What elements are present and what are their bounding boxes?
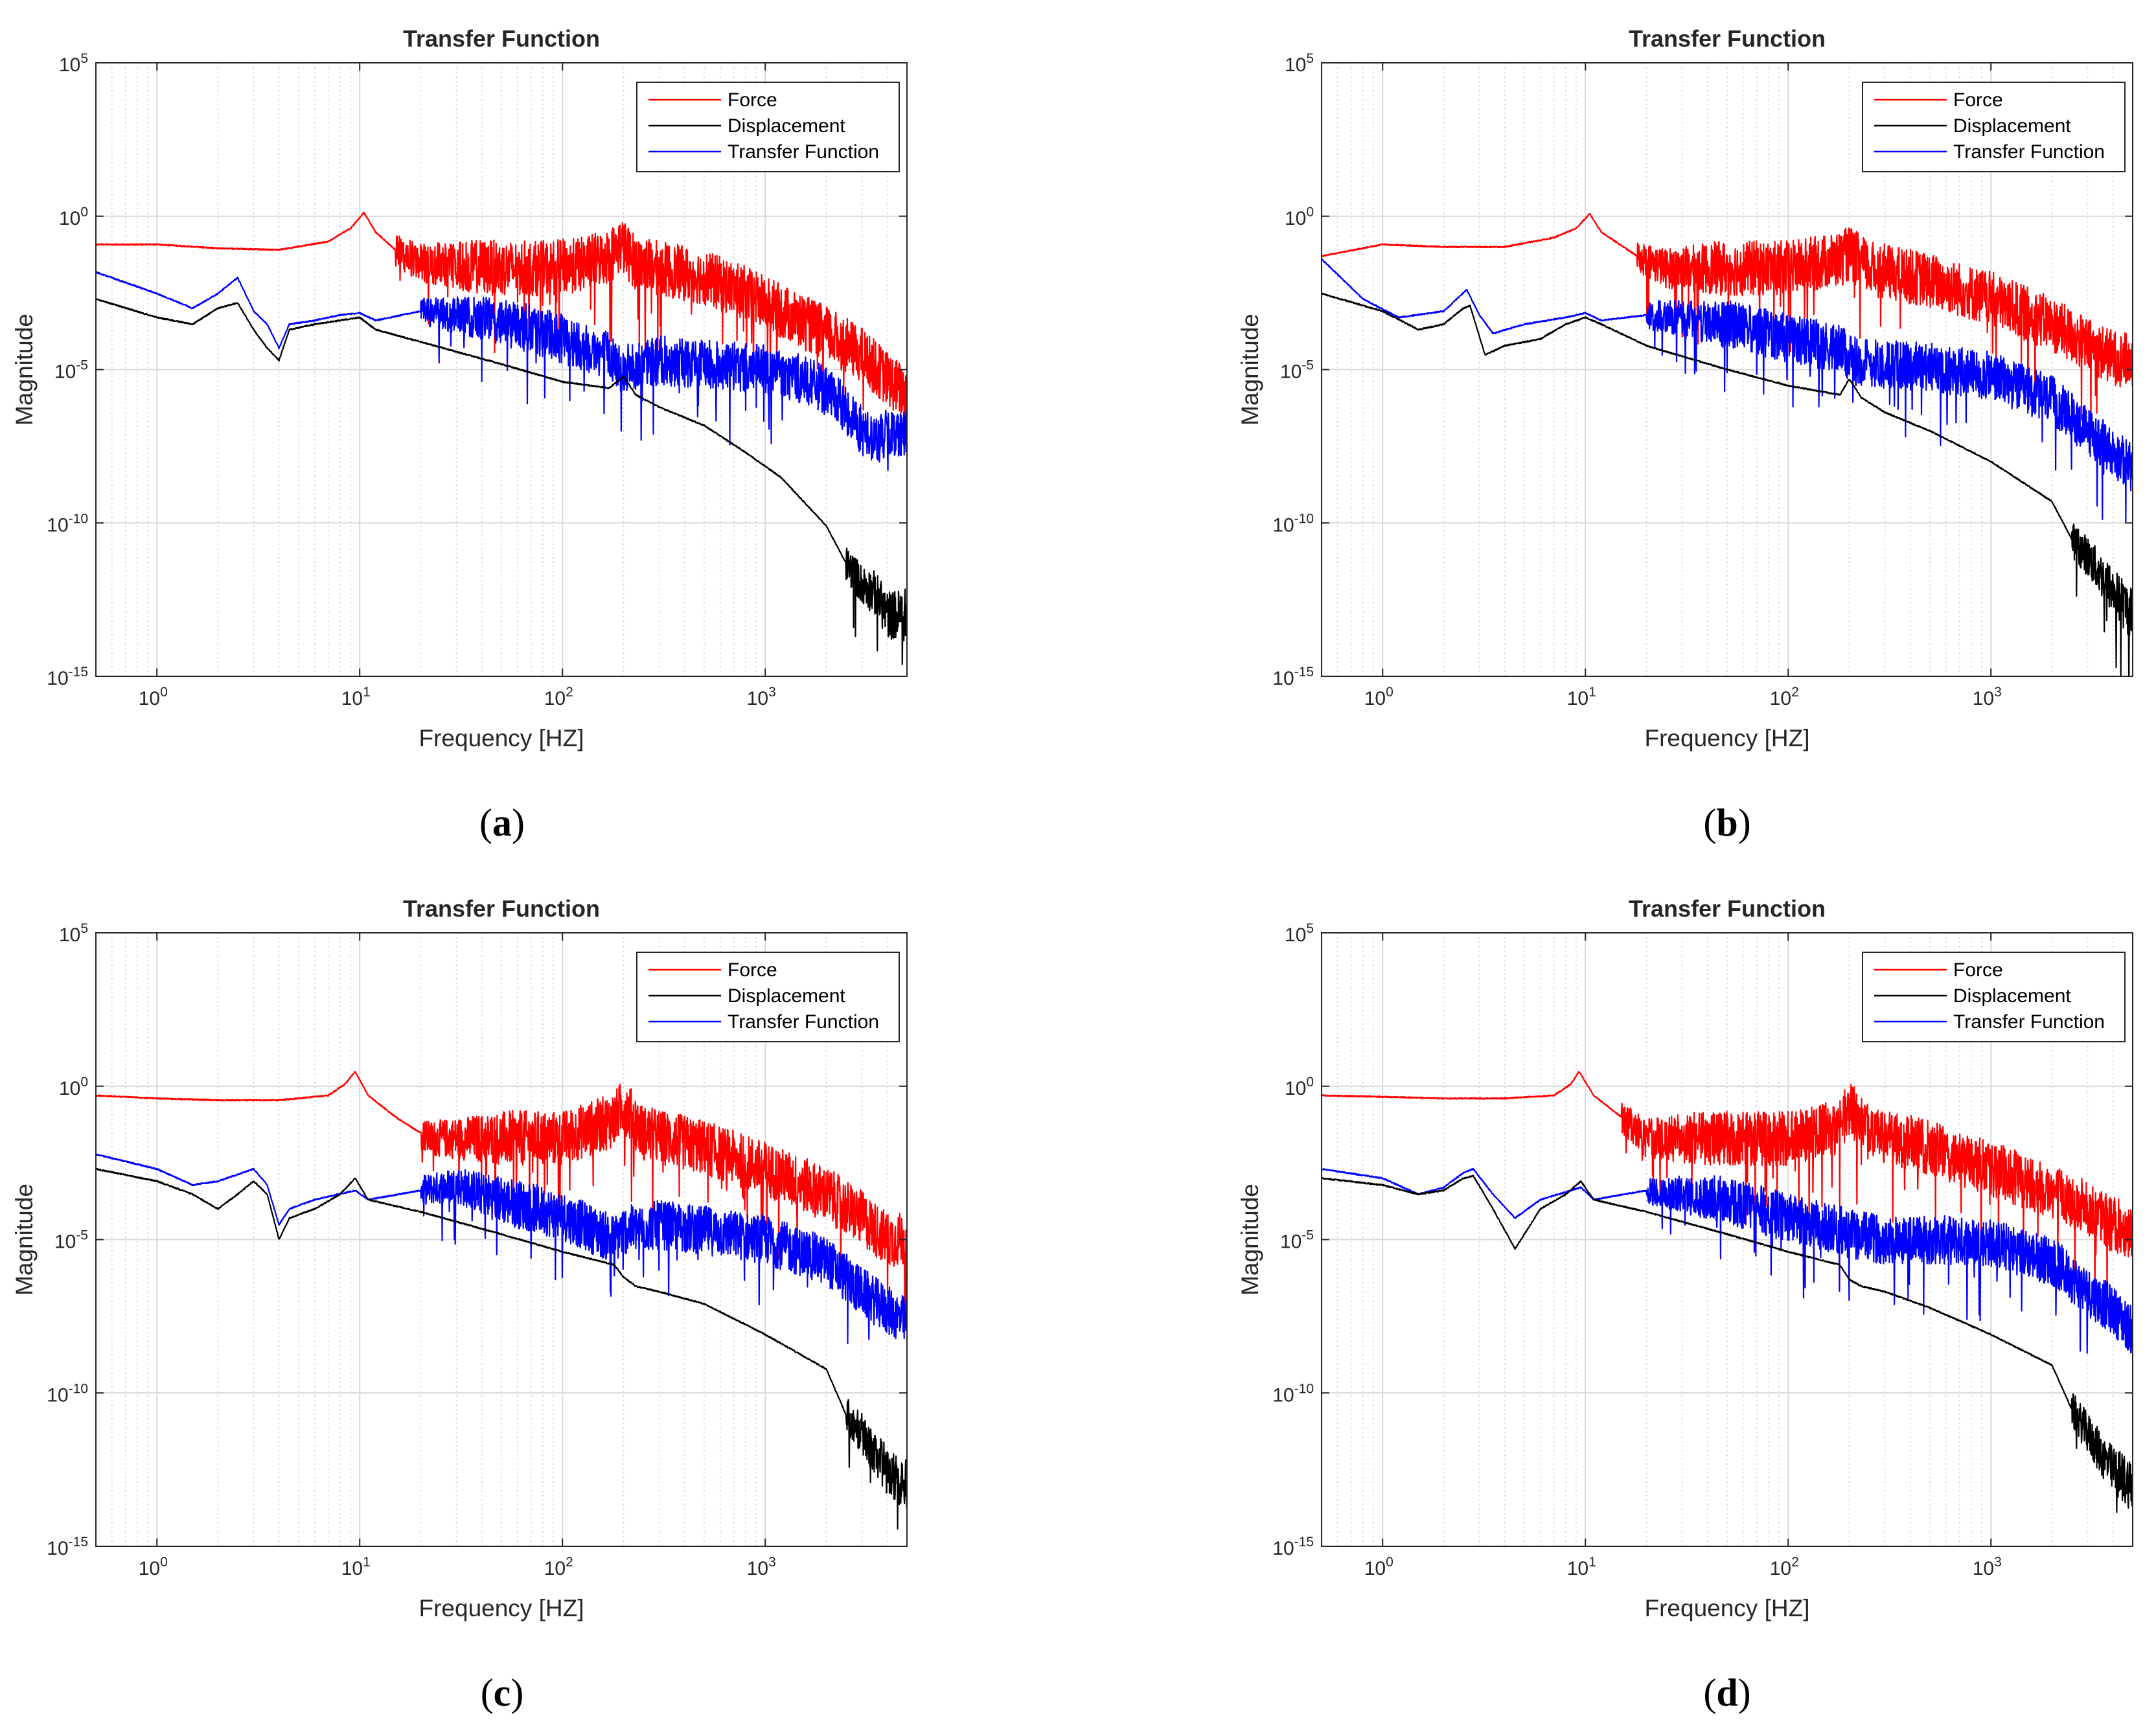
series-line-transfer-function — [1322, 258, 2133, 523]
x-axis-label: Frequency [HZ] — [419, 1595, 584, 1621]
x-tick-label: 102 — [544, 685, 573, 709]
y-tick-label: 10-15 — [47, 1535, 88, 1559]
x-tick-label: 103 — [1973, 1555, 2002, 1579]
legend-label-force: Force — [1953, 89, 2003, 111]
major-grid — [1322, 933, 2133, 1546]
y-tick-label: 10-5 — [54, 1228, 88, 1253]
y-tick-label: 10-10 — [1272, 1381, 1314, 1406]
y-tick-label: 10-5 — [54, 358, 88, 383]
x-tick-label: 101 — [341, 685, 371, 709]
legend-label-transfer-function: Transfer Function — [1953, 1011, 2105, 1033]
y-tick-label: 10-15 — [47, 665, 88, 689]
series-group — [1322, 1071, 2133, 1513]
y-tick-label: 10-10 — [1272, 511, 1314, 536]
panel-d: 100 101 102 103 105 100 10-5 10-10 10-15 Transfer… — [1237, 895, 2133, 1714]
x-axis-label: Frequency [HZ] — [419, 725, 584, 751]
legend-label-transfer-function: Transfer Function — [728, 141, 879, 163]
panel-c: 100 101 102 103 105 100 10-5 10-10 10-15 Transfer… — [11, 895, 908, 1714]
y-axis-label: Magnitude — [11, 1184, 38, 1296]
y-tick-label: 100 — [59, 205, 88, 229]
y-tick-label: 10-5 — [1280, 358, 1314, 383]
legend-label-force: Force — [728, 89, 777, 111]
panel-caption: (d) — [1703, 1671, 1750, 1714]
panel-caption: (b) — [1703, 801, 1750, 844]
series-line-displacement — [1322, 292, 2133, 676]
series-line-force — [96, 1071, 907, 1323]
x-tick-label: 102 — [544, 1555, 573, 1579]
legend-box — [1862, 952, 2126, 1042]
y-tick-label: 100 — [59, 1075, 88, 1099]
x-tick-label: 103 — [747, 685, 776, 709]
x-tick-label: 101 — [341, 1555, 371, 1579]
series-line-force — [1322, 212, 2133, 429]
series-group — [96, 1071, 907, 1530]
legend-label-displacement: Displacement — [1953, 115, 2071, 137]
legend: Force Displacement Transfer Function — [636, 82, 900, 172]
y-axis-label: Magnitude — [11, 314, 38, 426]
x-axis-label: Frequency [HZ] — [1645, 1595, 1810, 1621]
panel-caption: (c) — [481, 1671, 524, 1714]
tick-marks — [1322, 62, 2133, 677]
legend-label-transfer-function: Transfer Function — [1953, 141, 2105, 163]
y-tick-label: 10-15 — [1272, 1535, 1314, 1559]
legend-label-force: Force — [1953, 959, 2003, 981]
legend-label-displacement: Displacement — [728, 985, 845, 1007]
x-tick-label: 101 — [1567, 1555, 1596, 1579]
legend-box — [1862, 82, 2126, 172]
legend: Force Displacement Transfer Function — [1862, 82, 2126, 172]
chart-title: Transfer Function — [403, 25, 600, 52]
series-line-force — [96, 211, 907, 419]
y-tick-label: 100 — [1285, 1075, 1314, 1099]
series-line-transfer-function — [1322, 1167, 2133, 1354]
y-tick-label: 10-10 — [47, 511, 88, 536]
series-group — [96, 211, 907, 665]
y-tick-label: 10-5 — [1280, 1228, 1314, 1253]
series-line-displacement — [1322, 1174, 2133, 1513]
chart-title: Transfer Function — [403, 895, 600, 922]
y-tick-label: 10-10 — [47, 1381, 88, 1406]
series-line-force — [1322, 1071, 2133, 1303]
x-tick-label: 100 — [1364, 1555, 1393, 1579]
y-tick-label: 105 — [59, 921, 88, 946]
series-line-displacement — [96, 1167, 907, 1530]
y-tick-label: 105 — [1285, 921, 1314, 946]
x-tick-label: 100 — [139, 1555, 168, 1579]
y-tick-label: 100 — [1285, 205, 1314, 229]
chart-title: Transfer Function — [1629, 25, 1826, 52]
tick-marks — [96, 932, 907, 1547]
y-axis-label: Magnitude — [1237, 314, 1263, 426]
legend-box — [636, 952, 900, 1042]
x-tick-label: 103 — [747, 1555, 776, 1579]
tick-marks — [1322, 932, 2133, 1547]
series-line-transfer-function — [96, 271, 907, 471]
legend-label-force: Force — [728, 959, 777, 981]
x-tick-label: 102 — [1770, 685, 1799, 709]
x-tick-label: 103 — [1973, 685, 2002, 709]
legend: Force Displacement Transfer Function — [1862, 952, 2126, 1042]
legend-label-displacement: Displacement — [1953, 985, 2071, 1007]
legend-box — [636, 82, 900, 172]
x-tick-label: 100 — [1364, 685, 1393, 709]
legend-label-displacement: Displacement — [728, 115, 845, 137]
chart-title: Transfer Function — [1629, 895, 1826, 922]
series-group — [1322, 212, 2133, 676]
x-tick-label: 100 — [139, 685, 168, 709]
panel-caption: (a) — [479, 801, 525, 844]
x-tick-label: 101 — [1567, 685, 1596, 709]
series-line-transfer-function — [96, 1153, 907, 1345]
panel-b: 100 101 102 103 105 100 10-5 10-10 10-15 Transfer… — [1237, 25, 2133, 844]
legend-label-transfer-function: Transfer Function — [728, 1011, 879, 1033]
tick-marks — [96, 62, 907, 677]
x-axis-label: Frequency [HZ] — [1645, 725, 1810, 751]
series-line-displacement — [96, 298, 907, 665]
y-axis-label: Magnitude — [1237, 1184, 1263, 1296]
panel-a: 100 101 102 103 105 100 10-5 10-10 10-15 Transfer… — [11, 25, 908, 844]
x-tick-label: 102 — [1770, 1555, 1799, 1579]
y-tick-label: 105 — [1285, 51, 1314, 76]
y-tick-label: 10-15 — [1272, 665, 1314, 689]
legend: Force Displacement Transfer Function — [636, 952, 900, 1042]
y-tick-label: 105 — [59, 51, 88, 76]
